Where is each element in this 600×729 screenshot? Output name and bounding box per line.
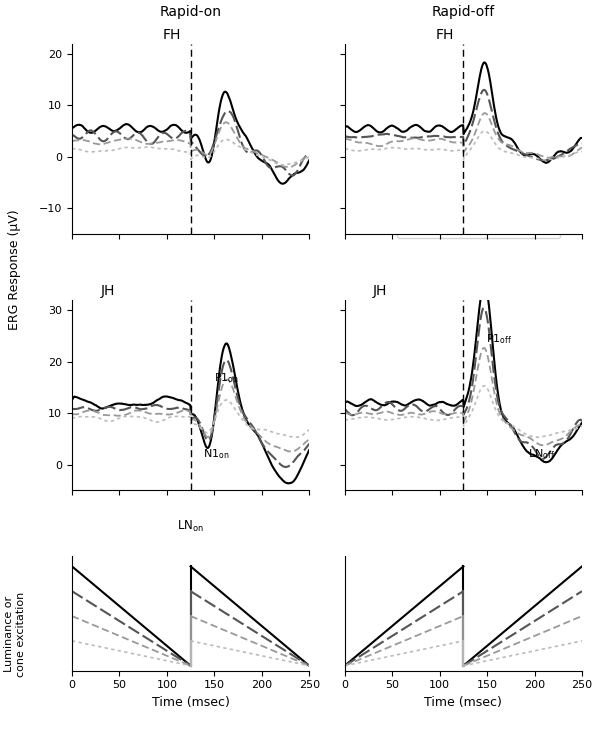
Text: Rapid-off: Rapid-off [432,5,495,19]
Text: Luminance or
cone excitation: Luminance or cone excitation [4,592,26,677]
Text: P1$_{\mathregular{on}}$: P1$_{\mathregular{on}}$ [214,371,239,385]
Text: P1$_{\mathregular{off}}$: P1$_{\mathregular{off}}$ [486,332,512,346]
Text: N1$_{\mathregular{on}}$: N1$_{\mathregular{on}}$ [203,447,230,461]
Text: LN$_{\mathregular{on}}$: LN$_{\mathregular{on}}$ [177,519,204,534]
Text: Rapid-on: Rapid-on [160,5,221,19]
Text: JH: JH [373,284,388,298]
X-axis label: Time (msec): Time (msec) [152,696,230,709]
Text: ERG Response (μV): ERG Response (μV) [8,209,22,330]
Text: FH: FH [435,28,454,42]
Text: LN$_{\mathregular{off}}$: LN$_{\mathregular{off}}$ [528,447,555,461]
Text: JH: JH [100,284,115,298]
Legend: 76.1%  cone contrast, 57.1%  cone contrast, 38.1%  cone contrast, 19%  cone cont: 76.1% cone contrast, 57.1% cone contrast… [397,174,560,238]
X-axis label: Time (msec): Time (msec) [424,696,502,709]
Text: FH: FH [163,28,181,42]
